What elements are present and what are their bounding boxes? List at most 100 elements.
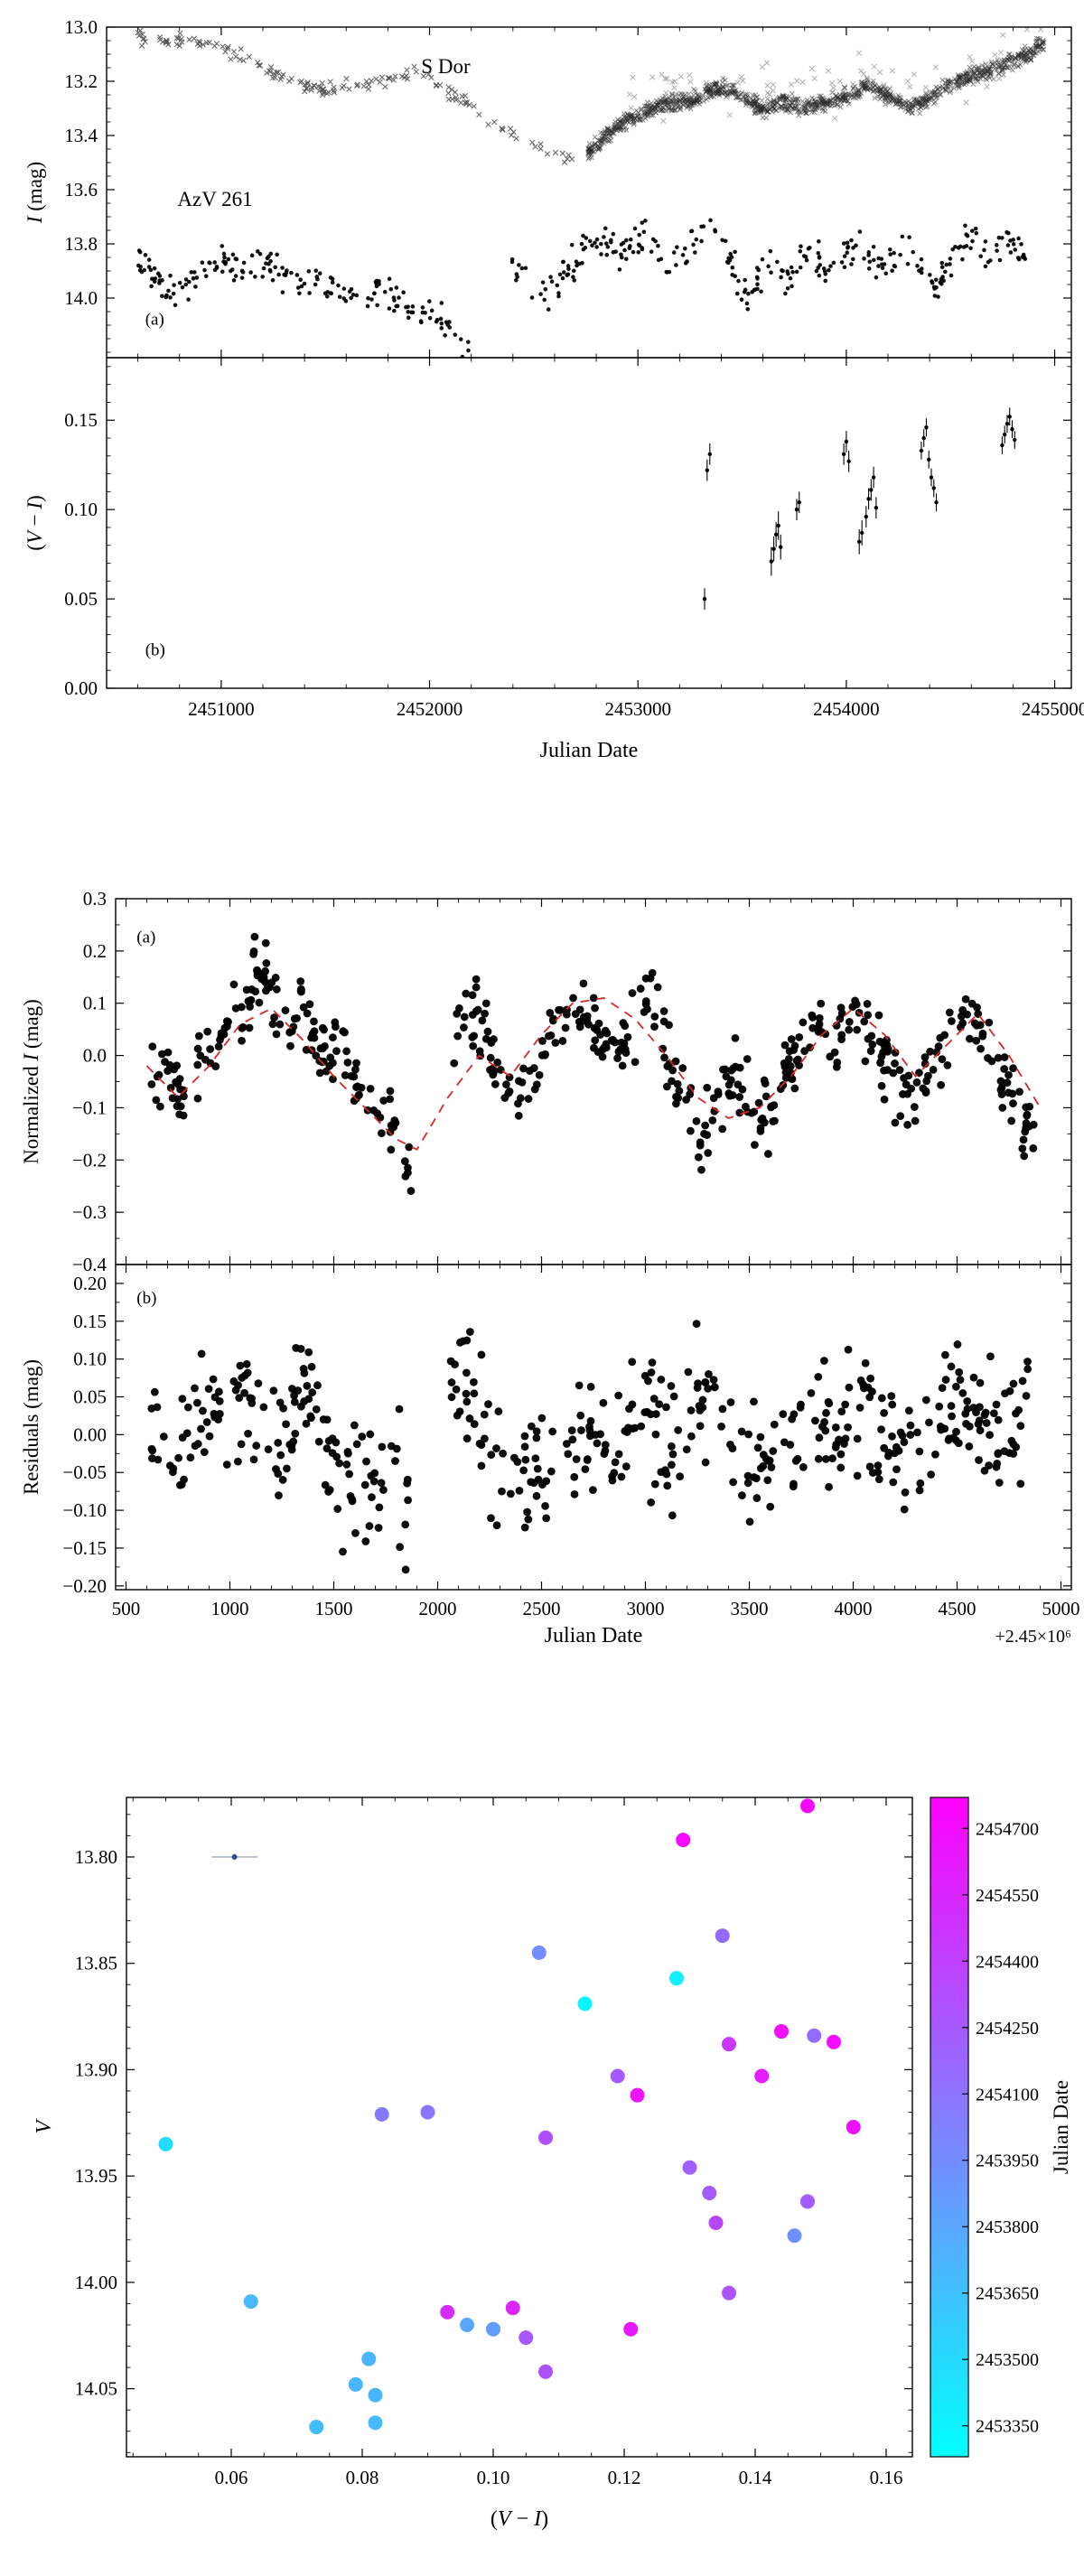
data-point-x [788, 81, 795, 88]
data-point [138, 265, 143, 269]
data-point [148, 267, 154, 273]
data-point [406, 315, 411, 321]
data-point [581, 233, 585, 238]
data-point [697, 1165, 706, 1174]
data-point [722, 2285, 736, 2301]
data-point [502, 1080, 510, 1089]
data-point [1029, 1143, 1038, 1153]
data-point [152, 1096, 161, 1105]
data-point-x [612, 118, 619, 125]
data-point [982, 247, 986, 253]
data-point-x [177, 30, 183, 37]
data-point [982, 1419, 991, 1427]
data-point [233, 1457, 242, 1466]
data-point [728, 251, 733, 257]
data-point [387, 276, 392, 282]
data-point [575, 1022, 584, 1031]
data-point-x [630, 118, 636, 125]
data-point-x [733, 90, 739, 96]
data-point [846, 2120, 861, 2134]
fig1-panel-1-data [702, 407, 1017, 610]
data-point [1000, 236, 1005, 240]
data-point-x [586, 146, 593, 153]
data-point [214, 266, 220, 270]
data-point [150, 1387, 159, 1396]
data-point [548, 1016, 557, 1025]
data-point [249, 947, 258, 956]
data-point [836, 1463, 846, 1472]
data-point [743, 1055, 752, 1063]
data-point-x [889, 97, 895, 102]
data-point [253, 966, 261, 975]
data-point-x [365, 86, 372, 92]
data-point [707, 452, 712, 457]
data-point [318, 1044, 327, 1053]
data-point-x [413, 69, 419, 75]
data-point-x [382, 83, 388, 90]
data-point [572, 1455, 581, 1463]
data-point-x [842, 85, 848, 91]
data-point [157, 274, 163, 278]
data-point-x [917, 110, 923, 117]
data-point [800, 2194, 815, 2209]
data-point [524, 1095, 533, 1103]
data-point [248, 270, 253, 275]
data-point [574, 259, 579, 265]
data-point [556, 291, 561, 295]
data-point [944, 262, 949, 267]
data-point [866, 497, 871, 501]
series-residuals [147, 1320, 1033, 1574]
y-tick-label: −0.10 [62, 1499, 107, 1521]
data-point-x [719, 79, 725, 86]
data-point-x [897, 104, 903, 110]
data-point-x [963, 73, 969, 79]
x-tick-label: 0.08 [346, 2467, 379, 2488]
colorbar-label: Julian Date [1050, 2080, 1072, 2174]
data-point-x [1015, 63, 1022, 70]
data-point [664, 269, 669, 275]
data-point-x [759, 98, 765, 104]
data-point [674, 1426, 683, 1434]
data-point [795, 1032, 804, 1041]
data-point [206, 1045, 215, 1053]
data-point [484, 1400, 492, 1409]
data-point [280, 290, 285, 294]
data-point [406, 1187, 416, 1195]
data-point [703, 1131, 712, 1139]
data-point [705, 468, 709, 472]
data-point [341, 1071, 350, 1079]
data-point-x [586, 154, 593, 161]
x-axis-label: (V − I) [491, 2507, 548, 2531]
data-point [854, 243, 858, 248]
data-point [874, 275, 879, 280]
data-point [961, 1409, 970, 1418]
data-point [857, 229, 863, 234]
x-axis-ticks: 500 1000 1500 2000 2500 3000 3500 4000 4500 5000 [112, 1265, 1080, 1619]
data-point [203, 274, 209, 279]
data-point-x [867, 85, 874, 91]
data-point [912, 1078, 921, 1087]
data-point [243, 2294, 258, 2310]
data-point [292, 1344, 301, 1352]
data-point [683, 261, 688, 266]
data-point [252, 1442, 261, 1450]
data-point-x [671, 84, 678, 91]
data-point-x [631, 121, 637, 127]
annotation: AzV 261 [177, 188, 252, 210]
data-point [869, 488, 874, 492]
data-point-x [740, 94, 746, 100]
data-point [989, 1409, 998, 1418]
data-point [774, 2024, 789, 2039]
data-point [276, 1398, 285, 1407]
data-point-x [311, 82, 317, 89]
data-point [299, 1365, 308, 1373]
data-point [299, 1003, 308, 1012]
data-point [325, 290, 330, 294]
data-point [409, 310, 414, 315]
data-point [874, 1475, 883, 1484]
data-point-x [669, 107, 676, 114]
data-point-x [649, 74, 656, 80]
y-axis-label: (V − I) [23, 495, 46, 551]
data-point [851, 246, 855, 250]
data-point [702, 2186, 717, 2200]
